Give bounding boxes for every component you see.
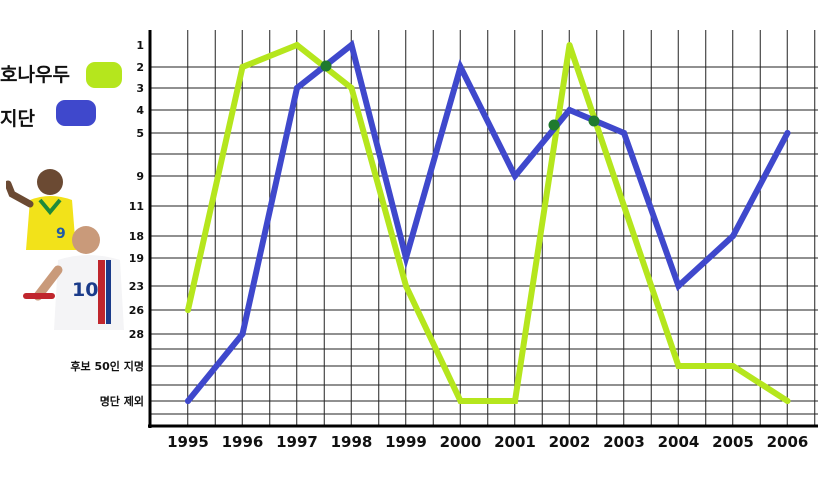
x-tick-label: 2006: [767, 433, 809, 451]
data-point: [403, 255, 409, 261]
data-point: [730, 363, 736, 369]
data-point: [784, 130, 791, 136]
ronaldo-figure: 9: [6, 169, 76, 250]
data-point: [457, 398, 464, 404]
legend-ronaldo-label: 호나우두: [0, 64, 70, 86]
data-point: [239, 331, 246, 337]
series-lines: [185, 39, 791, 404]
svg-text:9: 9: [56, 226, 66, 242]
series-line-호나우두: [185, 41, 791, 404]
data-point: [512, 398, 518, 404]
data-point: [403, 283, 409, 289]
data-point: [621, 203, 627, 209]
legend-zidane-label: 지단: [0, 108, 35, 130]
x-tick-label: 1998: [331, 433, 373, 451]
x-tick-label: 1996: [222, 433, 264, 451]
data-point: [621, 130, 627, 136]
y-tick-label: 4: [136, 104, 144, 117]
x-tick-label: 1997: [276, 433, 318, 451]
x-tick-label: 2005: [712, 433, 754, 451]
data-point: [294, 42, 300, 48]
data-point: [675, 283, 682, 289]
data-point: [566, 42, 573, 48]
data-point: [185, 307, 191, 313]
data-point: [675, 363, 682, 369]
intersection-dot: [548, 119, 560, 131]
x-tick-label: 2004: [658, 433, 700, 451]
series-line-지단: [185, 39, 791, 404]
data-point: [512, 173, 518, 179]
x-tick-label: 2003: [603, 433, 645, 451]
y-tick-label: 1: [136, 39, 144, 52]
data-point: [457, 64, 464, 70]
y-tick-label: 19: [129, 252, 144, 265]
y-tick-label: 후보 50인 지명: [70, 359, 144, 373]
players-photo-illustration: 9 10: [6, 169, 124, 330]
x-tick-labels: 1995 1996 1997 1998 1999 2000 2001 2002 2003 2004…: [167, 433, 808, 451]
data-point: [348, 42, 355, 48]
intersection-dot: [588, 115, 600, 127]
y-tick-label: 11: [129, 200, 144, 213]
y-tick-label: 명단 제외: [100, 394, 144, 408]
zidane-figure: 10: [23, 226, 124, 330]
y-tick-label: 23: [129, 280, 144, 293]
y-tick-label: 9: [136, 170, 144, 183]
x-tick-label: 1995: [167, 433, 209, 451]
x-tick-label: 2000: [440, 433, 482, 451]
legend-ronaldo-swatch: [86, 62, 122, 88]
data-point: [730, 233, 736, 239]
y-tick-label: 28: [129, 328, 144, 341]
y-tick-label: 2: [136, 61, 144, 74]
data-point: [294, 85, 300, 91]
axes: [148, 30, 818, 428]
x-tick-label: 2001: [494, 433, 536, 451]
svg-text:10: 10: [72, 279, 98, 301]
legend-zidane-swatch: [56, 100, 96, 126]
data-point: [185, 398, 191, 404]
y-tick-label: 3: [136, 82, 144, 95]
y-tick-label: 5: [136, 127, 144, 140]
x-tick-label: 1999: [385, 433, 427, 451]
data-point: [784, 398, 791, 404]
data-point: [566, 107, 573, 113]
intersection-dots: [320, 60, 600, 131]
y-tick-label: 18: [129, 230, 144, 243]
data-point: [348, 85, 355, 91]
data-point: [239, 64, 246, 70]
x-tick-label: 2002: [549, 433, 591, 451]
intersection-dot: [320, 60, 332, 72]
y-tick-label: 26: [129, 304, 145, 317]
